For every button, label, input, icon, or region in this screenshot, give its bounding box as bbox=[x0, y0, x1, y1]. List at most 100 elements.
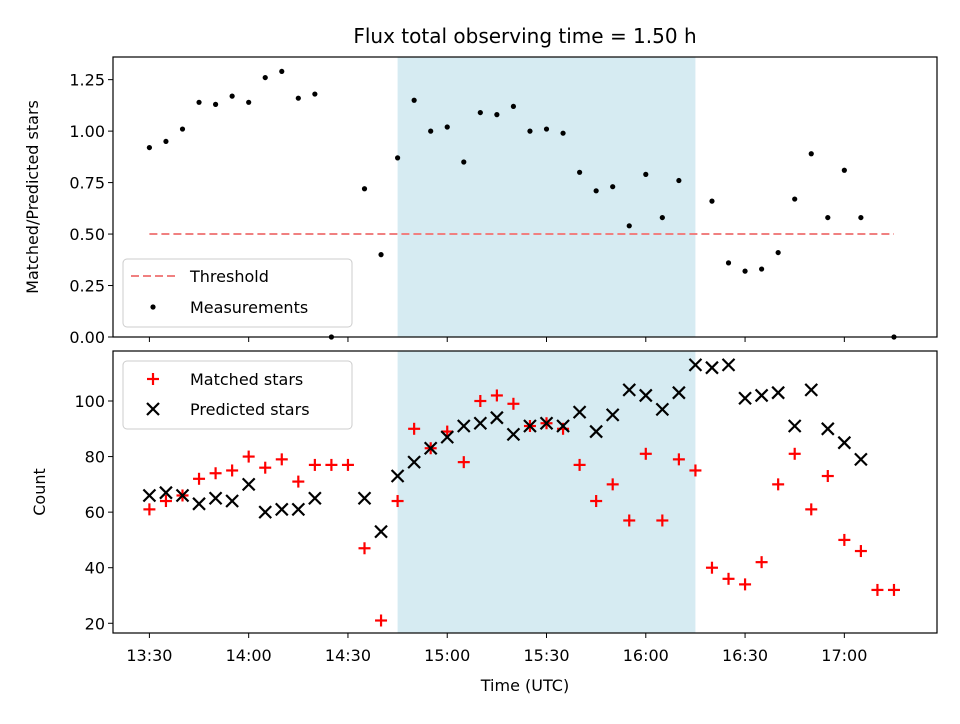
matched-star-point bbox=[259, 461, 272, 474]
measurement-point bbox=[361, 186, 368, 192]
matched-star-point bbox=[457, 456, 470, 469]
matched-star-point bbox=[854, 545, 867, 558]
predicted-star-point bbox=[473, 416, 488, 431]
predicted-star-point bbox=[804, 383, 819, 397]
matched-star-point bbox=[672, 453, 685, 466]
matched-star-point bbox=[871, 583, 884, 596]
measurement-point bbox=[246, 99, 252, 105]
measurement-point bbox=[229, 93, 235, 99]
bottom-x-tick-label: 13:30 bbox=[126, 646, 172, 665]
legend-threshold-label: Threshold bbox=[189, 267, 269, 286]
legend-predicted-swatch bbox=[146, 402, 160, 416]
predicted-star-point bbox=[556, 419, 570, 433]
predicted-star-point bbox=[688, 358, 703, 372]
matched-star-point bbox=[358, 542, 371, 555]
bottom-x-tick-label: 16:00 bbox=[623, 646, 669, 665]
predicted-star-point bbox=[705, 360, 719, 375]
predicted-star-point bbox=[721, 358, 736, 372]
measurement-point bbox=[841, 167, 847, 173]
legend-matched-label: Matched stars bbox=[190, 370, 303, 389]
top-x-ticks bbox=[148, 337, 845, 342]
matched-star-point bbox=[490, 389, 503, 402]
matched-star-point bbox=[308, 458, 321, 471]
matched-star-point bbox=[375, 614, 388, 627]
top-y-tick-label: 0.50 bbox=[69, 225, 105, 244]
measurement-point bbox=[527, 128, 533, 134]
matched-star-point bbox=[391, 495, 404, 508]
bottom-y-tick-label: 20 bbox=[85, 614, 105, 633]
measurement-point bbox=[593, 188, 599, 194]
measurement-point bbox=[444, 124, 450, 130]
matched-star-point bbox=[772, 478, 785, 491]
top-y-tick-label: 1.25 bbox=[69, 71, 105, 90]
matched-star-point bbox=[755, 556, 768, 569]
matched-star-point bbox=[639, 447, 652, 460]
bottom-y-axis-label: Count bbox=[30, 468, 49, 516]
measurement-point bbox=[643, 171, 649, 177]
bottom-panel: 20 40 60 80 100 13:30 14:00 14:30 15:00 15:30 16:… bbox=[30, 350, 938, 695]
bottom-y-tick-label: 80 bbox=[85, 448, 105, 467]
top-panel: 0.00 0.25 0.50 0.75 1.00 1.25 Matched/Predict… bbox=[23, 56, 938, 347]
top-y-tick-label: 0.00 bbox=[69, 328, 105, 347]
bottom-highlight-span bbox=[397, 351, 696, 633]
measurement-point bbox=[626, 223, 632, 229]
bottom-y-tick-label: 40 bbox=[85, 559, 105, 578]
measurement-point bbox=[461, 159, 467, 165]
matched-star-point bbox=[821, 470, 834, 483]
predicted-star-point bbox=[357, 491, 372, 506]
bottom-y-ticks: 20 40 60 80 100 bbox=[74, 392, 113, 633]
measurement-point bbox=[378, 252, 384, 258]
predicted-star-point bbox=[589, 424, 603, 439]
predicted-star-point bbox=[787, 419, 802, 433]
predicted-star-point bbox=[523, 419, 537, 433]
measurement-point bbox=[775, 249, 781, 256]
matched-star-point bbox=[689, 464, 702, 477]
predicted-star-point bbox=[291, 502, 306, 517]
measurement-point bbox=[179, 126, 186, 132]
measurement-point bbox=[808, 151, 814, 157]
legend-matched-swatch bbox=[147, 373, 159, 385]
predicted-star-point bbox=[440, 430, 455, 444]
predicted-star-point bbox=[457, 419, 471, 433]
measurement-point bbox=[428, 128, 434, 134]
predicted-star-point bbox=[506, 427, 521, 442]
measurement-point bbox=[858, 214, 864, 221]
bottom-axes-frame bbox=[112, 350, 938, 634]
measurement-point bbox=[792, 196, 798, 202]
measurement-point bbox=[825, 214, 831, 221]
bottom-x-tick-label: 15:00 bbox=[424, 646, 470, 665]
bottom-x-tick-label: 17:00 bbox=[821, 646, 867, 665]
matched-star-point bbox=[242, 450, 255, 463]
matched-star-point bbox=[722, 572, 735, 585]
measurement-point bbox=[295, 95, 301, 101]
matched-star-point bbox=[143, 503, 156, 516]
predicted-star-point bbox=[308, 491, 322, 506]
matched-star-point bbox=[705, 561, 718, 574]
measurement-point bbox=[163, 138, 169, 145]
bottom-y-tick-label: 100 bbox=[74, 392, 105, 411]
predicted-star-point bbox=[622, 383, 637, 397]
predicted-star-point bbox=[175, 488, 190, 503]
predicted-star-point bbox=[490, 410, 504, 425]
bottom-x-tick-label: 14:00 bbox=[226, 646, 272, 665]
top-legend: Threshold Measurements bbox=[122, 258, 353, 328]
matched-star-point bbox=[656, 514, 669, 527]
predicted-stars-points bbox=[142, 358, 868, 539]
measurement-point bbox=[560, 130, 566, 136]
predicted-star-point bbox=[192, 497, 206, 511]
legend-measurements-swatch bbox=[150, 304, 156, 310]
predicted-star-point bbox=[821, 422, 835, 436]
top-y-axis-label: Matched/Predicted stars bbox=[23, 100, 42, 294]
top-axes-frame bbox=[112, 56, 938, 338]
predicted-star-point bbox=[738, 391, 752, 406]
bottom-x-axis-label: Time (UTC) bbox=[480, 676, 569, 695]
measurement-point bbox=[659, 214, 665, 221]
predicted-star-point bbox=[655, 402, 670, 417]
top-highlight-span bbox=[397, 57, 696, 337]
predicted-star-point bbox=[672, 385, 686, 400]
measurement-point bbox=[312, 91, 318, 97]
top-y-tick-label: 0.75 bbox=[69, 174, 105, 193]
predicted-star-point bbox=[142, 488, 157, 503]
bottom-y-tick-label: 60 bbox=[85, 503, 105, 522]
